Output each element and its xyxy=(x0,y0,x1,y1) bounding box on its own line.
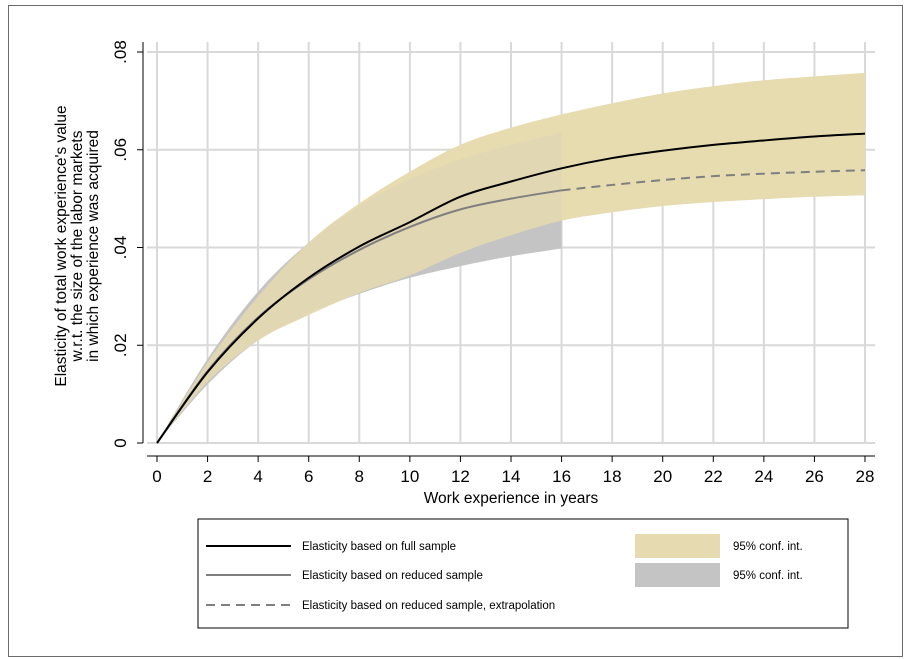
x-tick-label: 12 xyxy=(451,467,470,486)
y-axis-title: Elasticity of total work experience's va… xyxy=(53,105,102,386)
confidence-band-1-overlay xyxy=(157,73,865,444)
y-tick-label: 0 xyxy=(111,438,130,447)
y-axis-title-line: w.r.t. the size of the labor markets xyxy=(69,130,86,362)
series-lines xyxy=(156,132,866,444)
legend-key-area xyxy=(635,563,720,587)
x-tick-label: 26 xyxy=(805,467,824,486)
y-tick-label: .02 xyxy=(111,333,130,357)
x-tick-label: 24 xyxy=(754,467,773,486)
series-line-3 xyxy=(561,169,866,192)
x-tick-label: 6 xyxy=(304,467,313,486)
legend-key-area xyxy=(635,534,720,558)
x-tick-label: 4 xyxy=(253,467,262,486)
y-tick-label: .04 xyxy=(111,236,130,260)
x-tick-label: 18 xyxy=(603,467,622,486)
legend-label: Elasticity based on reduced sample xyxy=(302,570,483,582)
x-tick-label: 20 xyxy=(653,467,672,486)
legend: Elasticity based on full sample Elasticit… xyxy=(197,518,849,629)
legend-label: 95% conf. int. xyxy=(733,570,803,582)
x-tick-label: 2 xyxy=(203,467,212,486)
axes: 0.02.04.06.080 2 4 6 8 10 12 14 16 18 20 22 24 26 28 xyxy=(111,40,875,486)
y-tick-label: .08 xyxy=(111,40,130,64)
x-tick-label: 8 xyxy=(355,467,364,486)
y-axis-title-line: in which experience was acquired xyxy=(85,130,102,362)
x-tick-label: 0 xyxy=(152,467,161,486)
x-tick-label: 28 xyxy=(856,467,875,486)
x-tick-label: 10 xyxy=(400,467,419,486)
x-tick-label: 14 xyxy=(502,467,521,486)
y-axis-title-line: Elasticity of total work experience's va… xyxy=(53,105,70,386)
legend-label: Elasticity based on reduced sample, extr… xyxy=(302,600,555,612)
x-tick-label: 16 xyxy=(552,467,571,486)
y-tick-label: .06 xyxy=(111,138,130,162)
legend-label: 95% conf. int. xyxy=(733,541,803,553)
legend-label: Elasticity based on full sample xyxy=(302,541,456,553)
x-tick-label: 22 xyxy=(704,467,723,486)
legend-box xyxy=(197,518,849,629)
series-line-1 xyxy=(156,132,866,444)
x-axis-title: Work experience in years xyxy=(424,490,599,507)
